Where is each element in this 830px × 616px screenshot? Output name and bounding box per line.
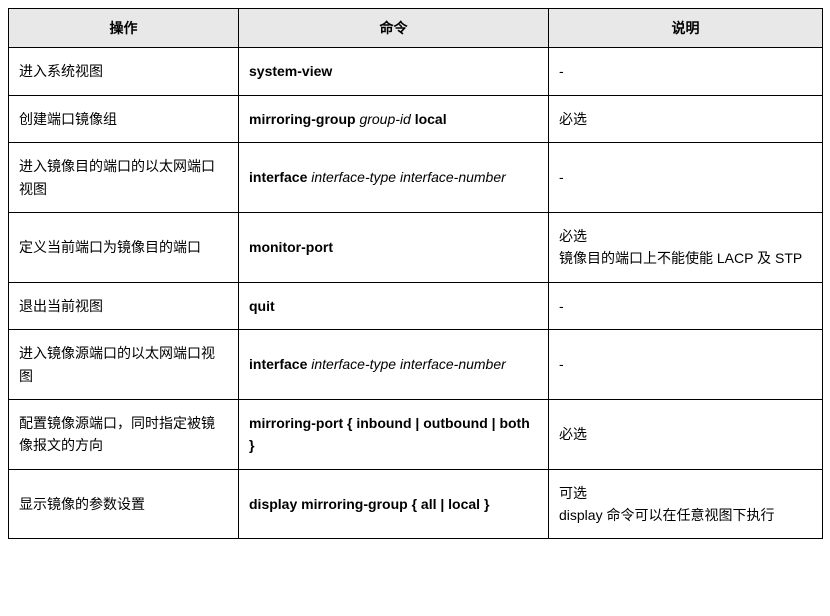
cell-description: - [549, 48, 823, 95]
cell-operation: 进入系统视图 [9, 48, 239, 95]
cell-description: - [549, 330, 823, 400]
col-header-description: 说明 [549, 9, 823, 48]
cell-description: 必选 [549, 399, 823, 469]
cell-description: 必选 [549, 95, 823, 142]
cell-operation: 配置镜像源端口，同时指定被镜像报文的方向 [9, 399, 239, 469]
cell-description: - [549, 143, 823, 213]
cell-operation: 退出当前视图 [9, 282, 239, 329]
table-row: 进入镜像目的端口的以太网端口视图interface interface-type… [9, 143, 823, 213]
cell-command: monitor-port [239, 212, 549, 282]
table-row: 退出当前视图quit- [9, 282, 823, 329]
cell-command: mirroring-group group-id local [239, 95, 549, 142]
table-row: 创建端口镜像组mirroring-group group-id local必选 [9, 95, 823, 142]
cell-command: quit [239, 282, 549, 329]
table-row: 进入镜像源端口的以太网端口视图interface interface-type … [9, 330, 823, 400]
table-row: 显示镜像的参数设置display mirroring-group { all |… [9, 469, 823, 539]
cell-description: 可选display 命令可以在任意视图下执行 [549, 469, 823, 539]
table-row: 进入系统视图system-view- [9, 48, 823, 95]
table-body: 进入系统视图system-view-创建端口镜像组mirroring-group… [9, 48, 823, 539]
cell-operation: 显示镜像的参数设置 [9, 469, 239, 539]
table-row: 配置镜像源端口，同时指定被镜像报文的方向mirroring-port { inb… [9, 399, 823, 469]
cell-operation: 定义当前端口为镜像目的端口 [9, 212, 239, 282]
cell-command: system-view [239, 48, 549, 95]
cell-operation: 进入镜像目的端口的以太网端口视图 [9, 143, 239, 213]
col-header-command: 命令 [239, 9, 549, 48]
table-row: 定义当前端口为镜像目的端口monitor-port必选镜像目的端口上不能使能 L… [9, 212, 823, 282]
cell-command: interface interface-type interface-numbe… [239, 330, 549, 400]
col-header-operation: 操作 [9, 9, 239, 48]
cell-description: 必选镜像目的端口上不能使能 LACP 及 STP [549, 212, 823, 282]
command-table: 操作 命令 说明 进入系统视图system-view-创建端口镜像组mirror… [8, 8, 823, 539]
cell-description: - [549, 282, 823, 329]
cell-operation: 创建端口镜像组 [9, 95, 239, 142]
cell-operation: 进入镜像源端口的以太网端口视图 [9, 330, 239, 400]
table-header-row: 操作 命令 说明 [9, 9, 823, 48]
cell-command: display mirroring-group { all | local } [239, 469, 549, 539]
cell-command: interface interface-type interface-numbe… [239, 143, 549, 213]
cell-command: mirroring-port { inbound | outbound | bo… [239, 399, 549, 469]
